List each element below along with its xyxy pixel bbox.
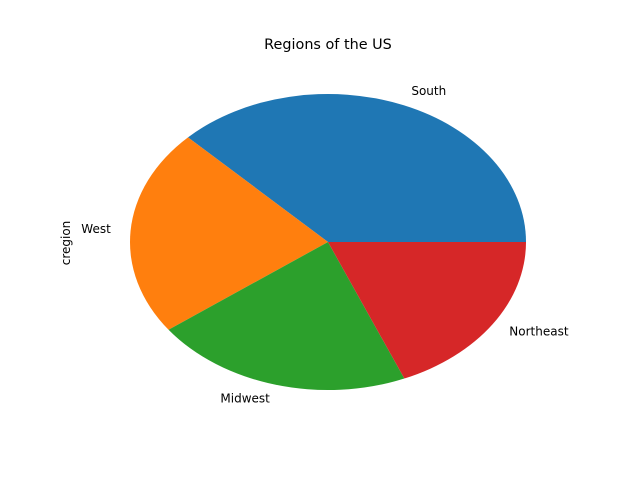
pie-slice-midwest	[168, 242, 405, 391]
pie-slices	[130, 93, 527, 391]
pie-labels: South West Midwest Northeast	[81, 84, 569, 405]
pie-slice-northeast	[328, 242, 526, 379]
pie-label-west: West	[81, 222, 111, 236]
pie-slice-south	[187, 93, 527, 242]
pie-label-northeast: Northeast	[509, 325, 569, 339]
pie-label-south: South	[411, 84, 446, 98]
pie-label-midwest: Midwest	[220, 391, 270, 405]
pie-slice-west	[130, 137, 328, 330]
y-axis-label: cregion	[59, 221, 73, 266]
chart-title: Regions of the US	[264, 37, 392, 53]
